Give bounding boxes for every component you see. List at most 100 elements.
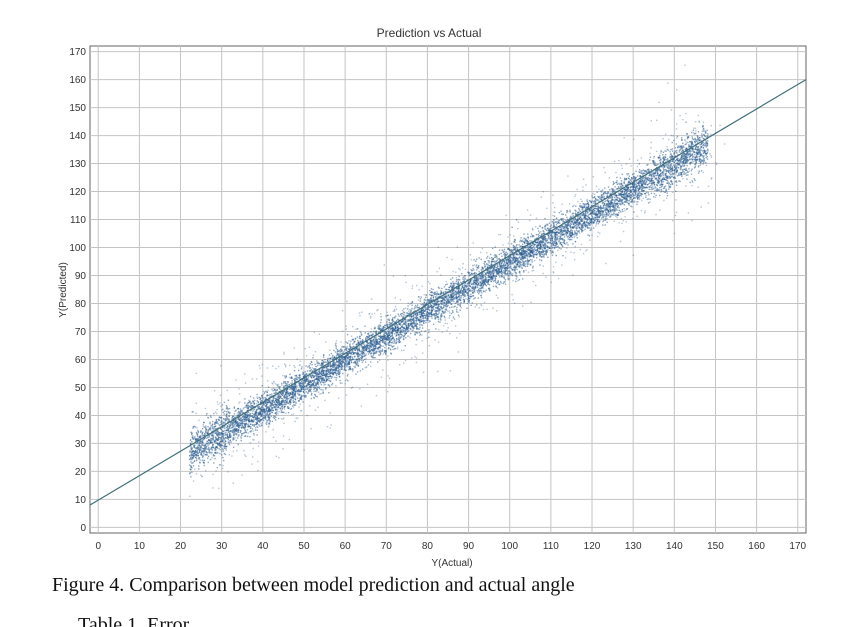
- scatter-point: [217, 434, 219, 437]
- scatter-point: [276, 384, 278, 386]
- scatter-point: [205, 425, 207, 427]
- scatter-point: [332, 364, 334, 366]
- scatter-point: [680, 164, 682, 167]
- scatter-point: [490, 253, 492, 256]
- scatter-point: [603, 207, 605, 210]
- scatter-point: [388, 324, 390, 326]
- scatter-point: [666, 179, 669, 181]
- scatter-point: [244, 424, 246, 427]
- scatter-point: [494, 276, 496, 278]
- scatter-point: [331, 366, 333, 368]
- scatter-point: [242, 425, 244, 427]
- scatter-point: [292, 396, 294, 398]
- scatter-point: [430, 315, 432, 318]
- scatter-point: [197, 446, 199, 448]
- scatter-point: [195, 451, 197, 453]
- scatter-point: [593, 227, 595, 229]
- scatter-point: [462, 276, 465, 278]
- scatter-point: [383, 350, 386, 352]
- scatter-point: [221, 422, 223, 425]
- scatter-point: [250, 415, 252, 417]
- scatter-point: [404, 334, 406, 336]
- scatter-point: [651, 187, 653, 189]
- scatter-point: [537, 233, 539, 236]
- scatter-point: [530, 247, 532, 249]
- scatter-point: [658, 101, 660, 104]
- scatter-point: [368, 344, 370, 346]
- scatter-point: [529, 240, 531, 242]
- scatter-point: [674, 164, 676, 166]
- scatter-point: [461, 285, 463, 288]
- scatter-point: [655, 194, 657, 197]
- scatter-point: [411, 301, 414, 304]
- scatter-point: [209, 440, 211, 442]
- scatter-point: [361, 344, 363, 346]
- scatter-point: [299, 383, 301, 385]
- scatter-point: [415, 324, 417, 326]
- scatter-point: [337, 397, 340, 399]
- scatter-point: [219, 452, 221, 455]
- scatter-point: [256, 425, 258, 427]
- scatter-point: [480, 258, 482, 261]
- scatter-point: [224, 418, 227, 420]
- scatter-point: [280, 403, 283, 405]
- scatter-point: [436, 313, 438, 316]
- scatter-point: [204, 407, 207, 410]
- scatter-point: [519, 240, 521, 243]
- scatter-point: [190, 461, 192, 463]
- scatter-point: [674, 177, 677, 179]
- scatter-point: [453, 286, 456, 289]
- scatter-point: [462, 284, 464, 286]
- scatter-point: [487, 274, 489, 276]
- scatter-point: [517, 228, 519, 230]
- scatter-point: [196, 451, 198, 454]
- scatter-point: [223, 422, 225, 424]
- scatter-point: [336, 364, 338, 366]
- scatter-point: [614, 190, 616, 192]
- scatter-point: [554, 226, 556, 228]
- scatter-point: [667, 169, 670, 172]
- scatter-point: [259, 425, 261, 427]
- scatter-point: [445, 305, 447, 307]
- scatter-point: [312, 357, 314, 359]
- scatter-point: [693, 132, 695, 134]
- scatter-point: [660, 173, 662, 175]
- scatter-point: [387, 359, 389, 361]
- scatter-point: [380, 319, 382, 321]
- scatter-point: [223, 446, 225, 448]
- scatter-point: [398, 336, 400, 339]
- scatter-point: [623, 181, 625, 183]
- scatter-point: [194, 444, 196, 446]
- scatter-point: [618, 192, 620, 194]
- scatter-point: [561, 232, 563, 234]
- scatter-point: [191, 471, 193, 473]
- scatter-point: [345, 355, 347, 357]
- scatter-point: [456, 298, 458, 300]
- scatter-point: [290, 399, 292, 401]
- scatter-point: [652, 180, 655, 182]
- scatter-point: [504, 264, 507, 267]
- scatter-point: [473, 259, 475, 261]
- scatter-point: [696, 139, 698, 141]
- scatter-point: [438, 308, 440, 310]
- scatter-point: [448, 299, 451, 301]
- scatter-point: [198, 443, 200, 445]
- scatter-point: [287, 397, 290, 400]
- scatter-point: [198, 444, 201, 447]
- scatter-point: [513, 269, 515, 271]
- scatter-point: [571, 215, 574, 218]
- scatter-point: [228, 441, 230, 444]
- scatter-point: [432, 308, 434, 310]
- scatter-point: [660, 149, 662, 152]
- scatter-point: [277, 394, 279, 396]
- scatter-point: [314, 382, 316, 384]
- scatter-point: [700, 170, 703, 172]
- scatter-point: [613, 207, 615, 209]
- scatter-point: [234, 430, 236, 433]
- scatter-point: [664, 156, 667, 158]
- scatter-point: [420, 296, 422, 298]
- scatter-point: [260, 401, 262, 403]
- scatter-point: [661, 172, 663, 174]
- scatter-point: [570, 223, 573, 225]
- scatter-point: [216, 433, 219, 435]
